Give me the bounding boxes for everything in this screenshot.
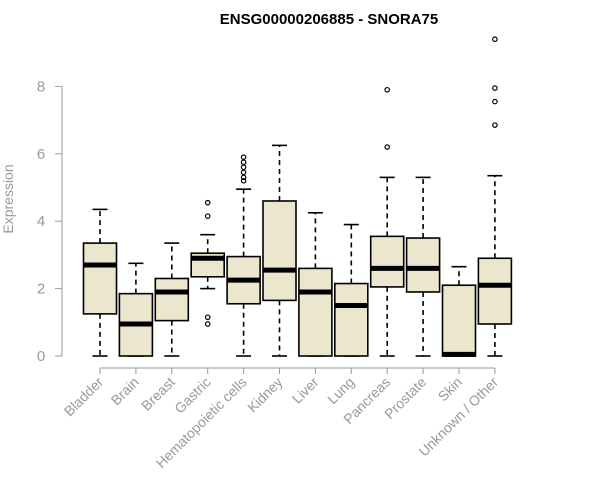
box-group (405, 176, 441, 357)
box (441, 284, 477, 357)
outlier-point (240, 164, 247, 171)
box-group (369, 86, 405, 357)
y-tick-label: 8 (37, 78, 45, 95)
outlier-point (384, 86, 391, 93)
y-tick-label: 6 (37, 146, 45, 163)
box-group (298, 211, 333, 357)
box (154, 277, 190, 322)
box-group (441, 265, 477, 357)
outlier-point (240, 159, 247, 166)
box-series (82, 36, 513, 357)
box-group (190, 199, 225, 327)
box (405, 237, 441, 293)
box (82, 242, 118, 315)
box (369, 235, 405, 288)
y-tick-label: 4 (37, 213, 45, 230)
box (477, 257, 513, 325)
x-tick-label: Liver (289, 374, 322, 407)
box-group (154, 242, 190, 357)
outlier-point (240, 174, 247, 181)
outlier-point (204, 213, 211, 219)
x-tick-label: Skin (435, 374, 466, 405)
outlier-point (492, 36, 498, 43)
outlier-point (240, 169, 247, 176)
box-group (118, 262, 154, 357)
box (262, 200, 297, 302)
x-tick-label: Kidney (244, 374, 286, 416)
box-group (333, 223, 369, 357)
outlier-point (384, 144, 391, 150)
outlier-point (240, 154, 247, 160)
outlier-point (492, 122, 498, 128)
x-tick-label: Bladder (61, 374, 107, 420)
y-tick-label: 2 (37, 281, 45, 298)
box-group (226, 154, 261, 357)
chart-title: ENSG00000206885 - SNORA75 (220, 11, 438, 28)
y-axis: 0 2 4 6 8 (37, 78, 63, 365)
box-group (82, 208, 118, 357)
box (333, 282, 369, 357)
outlier-point (492, 85, 498, 91)
x-tick-label: Breast (138, 374, 178, 414)
outlier-point (204, 321, 211, 327)
x-tick-label: Brain (108, 374, 142, 408)
y-axis-label: Expression (0, 164, 16, 233)
y-tick-label: 0 (37, 348, 45, 365)
outlier-point (240, 177, 247, 184)
box-group (262, 144, 297, 357)
box (298, 267, 333, 357)
outlier-point (204, 314, 211, 321)
outlier-point (204, 199, 211, 206)
outlier-point (492, 98, 498, 105)
box-group (477, 36, 513, 357)
